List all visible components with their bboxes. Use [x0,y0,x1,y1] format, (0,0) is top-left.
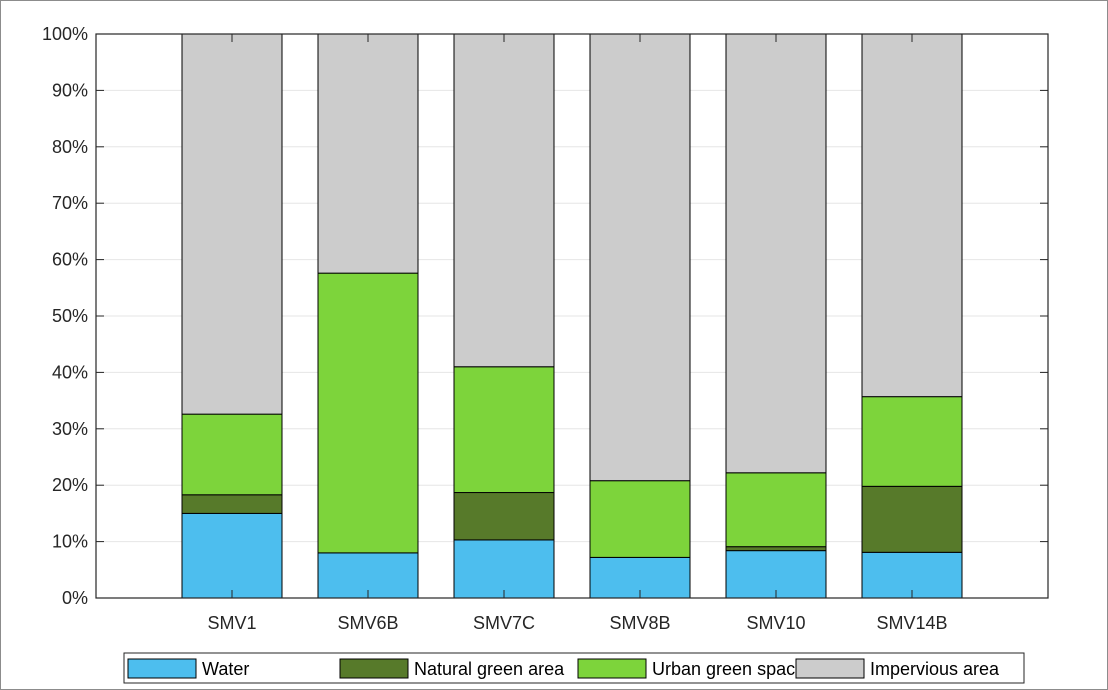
y-tick-label: 70% [52,193,88,213]
y-tick-label: 90% [52,80,88,100]
legend: Water Natural green area Urban green space… [123,652,1025,684]
y-tick-label: 50% [52,306,88,326]
legend-box [123,652,1025,684]
legend-swatch [577,658,647,679]
x-tick-label: SMV7C [473,613,535,633]
bar-segment-water [181,512,283,599]
bar-segment-urban-green-space [317,272,419,554]
y-tick-label: 100% [42,24,88,44]
x-tick-label: SMV8B [609,613,670,633]
legend-label: Natural green area [414,659,565,679]
bar-segment-impervious-area [317,33,419,274]
legend-swatch [127,658,197,679]
y-tick-label: 10% [52,532,88,552]
bar-segment-impervious-area [453,33,555,368]
bar-segment-natural-green-area [861,485,963,553]
bar-segment-natural-green-area [453,492,555,541]
bar-segment-urban-green-space [725,472,827,548]
y-tick-label: 80% [52,137,88,157]
y-tick-label: 20% [52,475,88,495]
legend-label: Water [202,659,249,679]
x-tick-label: SMV14B [876,613,947,633]
bar-segment-natural-green-area [725,546,827,552]
legend-label: Impervious area [870,659,1000,679]
legend-label: Urban green space [652,659,805,679]
bar-segment-natural-green-area [181,494,283,514]
legend-swatch [339,658,409,679]
bar-segment-impervious-area [725,33,827,474]
bar-segment-impervious-area [861,33,963,398]
bar-segment-water [453,539,555,599]
bar-segment-urban-green-space [453,366,555,494]
bar-segment-impervious-area [589,33,691,482]
x-tick-label: SMV10 [746,613,805,633]
x-tick-label: SMV1 [207,613,256,633]
y-tick-label: 40% [52,362,88,382]
x-tick-label: SMV6B [337,613,398,633]
bar-segment-impervious-area [181,33,283,415]
bar-segment-urban-green-space [589,480,691,558]
y-tick-label: 60% [52,250,88,270]
bar-segment-urban-green-space [181,413,283,496]
y-tick-label: 0% [62,588,88,608]
y-tick-label: 30% [52,419,88,439]
bars [181,33,963,599]
bar-segment-urban-green-space [861,396,963,487]
axes: 0% 10% 20% 30% 40% 50% 60% 70% 80% 90% 100% SMV1 SMV… [42,24,1049,633]
legend-swatch [795,658,865,679]
